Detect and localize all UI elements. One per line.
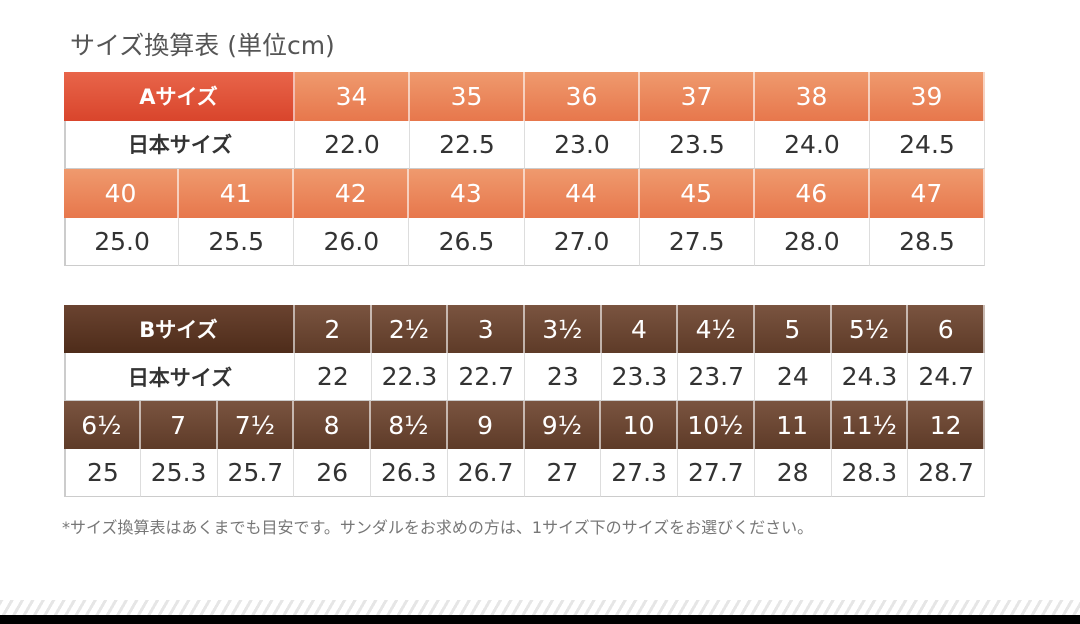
japan-size-cell: 25.0 [64,217,180,266]
size-cell: 7½ [217,401,295,449]
japan-size-cell: 24.5 [870,120,985,169]
row-label: 日本サイズ [64,120,295,169]
japan-size-cell: 28.0 [754,217,870,266]
japan-size-cell: 27.3 [601,449,678,497]
size-cell: 4 [601,305,679,353]
japan-size-cell: 26.5 [409,217,525,266]
bottom-bar [0,615,1080,624]
japan-size-cell: 26 [294,449,371,497]
japan-size-cell: 22.3 [371,353,449,401]
size-cell: 10 [601,401,678,449]
japan-size-cell: 28.7 [908,449,985,497]
japan-size-cell: 23.3 [601,353,679,401]
row-label: Bサイズ [64,305,295,353]
size-cell: 5 [755,305,832,353]
stripe [0,600,1080,615]
japan-size-cell: 27 [524,449,602,497]
size-cell: 9½ [524,401,602,449]
size-cell: 37 [640,72,755,121]
japan-size-cell: 26.7 [447,449,525,497]
footnote: *サイズ換算表はあくまでも目安です。サンダルをお求めの方は、1サイズ下のサイズを… [62,518,814,537]
size-cell: 3 [448,305,525,353]
size-cell: 47 [869,169,985,218]
size-cell: 46 [754,169,870,218]
japan-size-cell: 28.5 [869,217,985,266]
japan-size-cell: 23.5 [640,120,755,169]
size-cell: 45 [639,169,755,218]
size-cell: 5½ [831,305,909,353]
japan-size-cell: 25 [64,449,141,497]
size-cell: 35 [410,72,525,121]
size-cell: 38 [755,72,870,121]
japan-size-cell: 23.7 [678,353,755,401]
size-cell: 11 [754,401,832,449]
japan-size-cell: 25.3 [140,449,218,497]
row-label: Aサイズ [64,72,295,121]
size-cell: 6 [908,305,985,353]
size-cell: 3½ [525,305,602,353]
size-cell: 12 [908,401,985,449]
japan-size-cell: 22.7 [448,353,525,401]
japan-size-cell: 26.0 [294,217,410,266]
size-cell: 2 [295,305,372,353]
size-cell: 8½ [371,401,448,449]
japan-size-cell: 24 [755,353,832,401]
size-cell: 43 [409,169,525,218]
japan-size-cell: 28 [754,449,832,497]
size-cell: 42 [294,169,410,218]
japan-size-cell: 23.0 [525,120,640,169]
japan-size-cell: 22.5 [410,120,525,169]
title: サイズ換算表 (単位cm) [70,31,335,60]
size-cell: 9 [447,401,525,449]
size-cell: 4½ [678,305,755,353]
size-cell: 2½ [371,305,449,353]
japan-size-cell: 27.5 [639,217,755,266]
size-cell: 34 [295,72,410,121]
japan-size-cell: 22.0 [295,120,410,169]
japan-size-cell: 22 [295,353,372,401]
size-cell: 40 [64,169,180,218]
size-cell: 7 [140,401,218,449]
size-cell: 6½ [64,401,141,449]
size-cell: 41 [179,169,295,218]
japan-size-cell: 24.7 [908,353,985,401]
japan-size-cell: 26.3 [371,449,448,497]
size-cell: 44 [524,169,640,218]
size-cell: 39 [870,72,985,121]
size-cell: 36 [525,72,640,121]
japan-size-cell: 25.5 [179,217,295,266]
japan-size-cell: 28.3 [831,449,909,497]
japan-size-cell: 24.0 [755,120,870,169]
size-cell: 11½ [831,401,909,449]
japan-size-cell: 27.0 [524,217,640,266]
size-cell: 10½ [678,401,755,449]
japan-size-cell: 25.7 [217,449,295,497]
japan-size-cell: 23 [525,353,602,401]
japan-size-cell: 24.3 [831,353,909,401]
size-cell: 8 [294,401,371,449]
japan-size-cell: 27.7 [678,449,755,497]
row-label: 日本サイズ [64,353,295,401]
